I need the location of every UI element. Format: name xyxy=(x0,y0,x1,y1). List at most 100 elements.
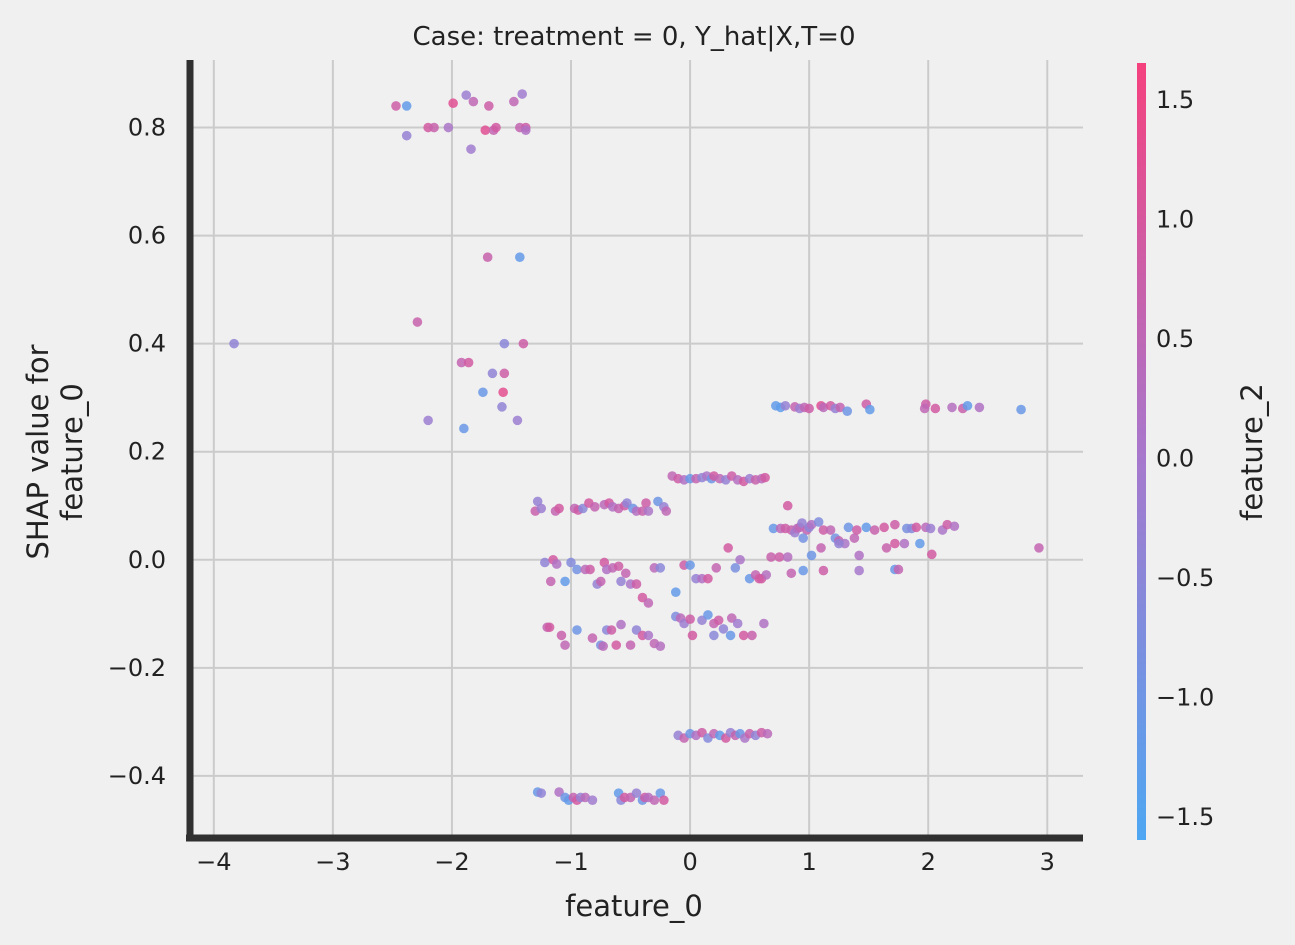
scatter-point xyxy=(854,565,864,576)
colorbar-label: feature_2 xyxy=(1235,383,1269,521)
colorbar-tick-label: 0.5 xyxy=(1156,325,1194,353)
scatter-point xyxy=(818,402,829,413)
scatter-point xyxy=(711,563,722,573)
scatter-point xyxy=(620,568,631,579)
scatter-point xyxy=(974,402,985,413)
scatter-point xyxy=(762,728,773,739)
scatter-point xyxy=(861,522,872,533)
y-tick-label: −0.2 xyxy=(108,654,166,682)
scatter-point xyxy=(1034,543,1044,553)
scatter-point xyxy=(797,518,807,528)
scatter-point xyxy=(930,403,941,414)
scatter-point xyxy=(540,557,550,568)
scatter-point xyxy=(798,565,808,576)
scatter-point xyxy=(461,90,472,100)
y-tick-label: 0.6 xyxy=(128,222,166,250)
scatter-point xyxy=(893,564,904,575)
scatter-point xyxy=(842,406,853,416)
scatter-point xyxy=(782,500,793,511)
scatter-point xyxy=(401,101,412,111)
scatter-point xyxy=(732,618,743,629)
scatter-point xyxy=(391,101,401,111)
scatter-point xyxy=(818,565,829,576)
scatter-point xyxy=(401,130,412,141)
y-axis-label: SHAP value for feature_0 xyxy=(21,344,89,559)
scatter-point xyxy=(468,96,479,107)
scatter-point xyxy=(572,625,582,635)
y-tick-label: 0.4 xyxy=(128,330,166,358)
scatter-point xyxy=(655,563,666,573)
scatter-point xyxy=(487,368,498,379)
y-tick-label: 0.8 xyxy=(128,114,166,142)
colorbar xyxy=(1137,63,1146,840)
scatter-point xyxy=(949,521,960,532)
scatter-point xyxy=(518,338,529,349)
scatter-point xyxy=(606,625,617,635)
x-tick-label: −2 xyxy=(434,848,469,876)
scatter-point xyxy=(834,538,844,549)
scatter-point xyxy=(509,96,519,107)
scatter-point xyxy=(843,522,854,533)
scatter-point xyxy=(631,579,642,589)
scatter-points xyxy=(229,89,1044,805)
scatter-point xyxy=(641,498,651,508)
scatter-point xyxy=(709,630,719,641)
scatter-point xyxy=(587,633,598,643)
scatter-point xyxy=(798,533,808,543)
scatter-point xyxy=(560,640,570,650)
scatter-point xyxy=(806,550,817,561)
scatter-point xyxy=(754,573,764,584)
scatter-point xyxy=(491,122,501,133)
scatter-point xyxy=(854,550,864,561)
y-axis-label-line-1: SHAP value for xyxy=(21,344,55,559)
scatter-point xyxy=(478,387,488,398)
scatter-point xyxy=(423,415,433,426)
y-tick-label: 0.0 xyxy=(128,546,166,574)
colorbar-tick-labels: −1.5 −1.0 −0.5 0.0 0.5 1.0 1.5 xyxy=(1156,86,1214,831)
scatter-point xyxy=(520,125,531,136)
scatter-point xyxy=(713,615,724,626)
scatter-point xyxy=(818,525,829,535)
colorbar-tick-label: 1.0 xyxy=(1156,205,1194,233)
scatter-point xyxy=(560,576,570,587)
scatter-point xyxy=(766,552,776,562)
scatter-point xyxy=(851,525,862,535)
x-tick-label: 1 xyxy=(802,848,817,876)
scatter-point xyxy=(631,788,642,798)
scatter-point xyxy=(554,503,564,514)
scatter-point xyxy=(962,400,973,411)
y-tick-label: −0.4 xyxy=(108,762,166,790)
scatter-point xyxy=(466,144,476,154)
scatter-point xyxy=(768,523,779,534)
scatter-point xyxy=(725,630,736,641)
scatter-point xyxy=(865,404,875,415)
scatter-point xyxy=(545,576,556,587)
scatter-point xyxy=(661,506,672,516)
scatter-point xyxy=(782,552,793,562)
scatter-point xyxy=(463,357,474,368)
x-tick-label: 2 xyxy=(921,848,936,876)
scatter-point xyxy=(780,400,791,411)
scatter-point xyxy=(590,502,600,512)
scatter-point xyxy=(643,598,654,608)
scatter-point xyxy=(611,640,622,650)
colorbar-tick-label: −1.5 xyxy=(1156,803,1214,831)
scatter-point xyxy=(879,522,889,533)
scatter-point xyxy=(456,357,467,368)
scatter-point xyxy=(595,576,606,587)
scatter-point xyxy=(813,517,824,527)
scatter-point xyxy=(497,402,507,412)
scatter-point xyxy=(443,122,454,133)
scatter-point xyxy=(786,568,797,579)
scatter-point xyxy=(685,614,695,624)
scatter-point xyxy=(947,402,957,413)
scatter-point xyxy=(816,543,826,553)
scatter-point xyxy=(643,630,654,641)
scatter-point xyxy=(659,795,669,805)
scatter-point xyxy=(730,563,741,573)
scatter-point xyxy=(670,587,681,597)
scatter-point xyxy=(429,122,439,133)
scatter-point xyxy=(890,538,900,549)
colorbar-tick-label: −0.5 xyxy=(1156,564,1214,592)
